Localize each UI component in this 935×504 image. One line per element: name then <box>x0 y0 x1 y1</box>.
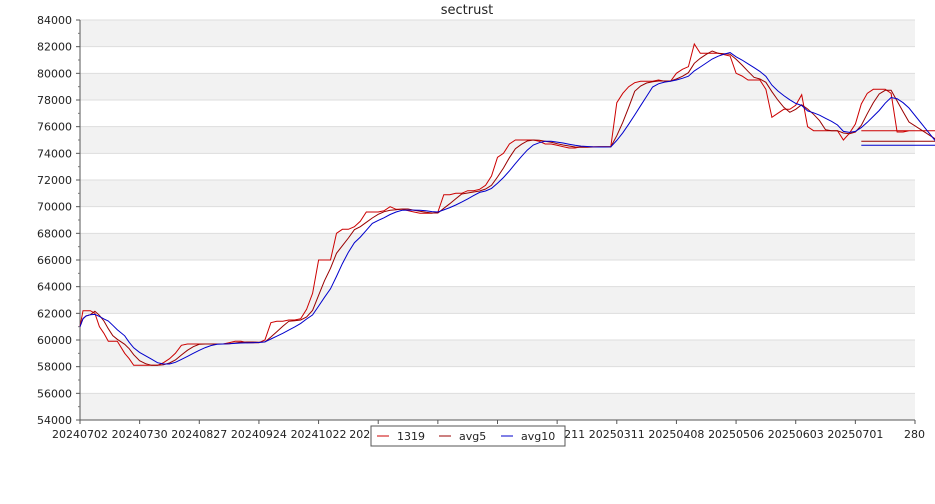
x-tick-label: 202 <box>349 428 370 441</box>
grid-band <box>80 366 915 394</box>
x-tick-label: 20250311 <box>589 428 645 441</box>
grid-band <box>80 180 915 207</box>
grid-band <box>80 393 915 420</box>
y-tick-label: 78000 <box>37 94 72 107</box>
y-tick-label: 76000 <box>37 121 72 134</box>
y-tick-label: 72000 <box>37 174 72 187</box>
y-tick-label: 58000 <box>37 361 72 374</box>
chart-grid <box>80 19 915 421</box>
grid-band <box>80 206 915 234</box>
legend: 1319 avg5 avg10 <box>370 425 566 447</box>
x-tick-label: 20241022 <box>291 428 347 441</box>
series-lines <box>79 42 935 366</box>
grid-band <box>80 286 915 314</box>
legend-box <box>370 425 566 447</box>
x-tick-label: 20240730 <box>112 428 168 441</box>
x-axis-ticks: 20240702 20240730 20240827 20240924 20241022… <box>52 420 925 441</box>
x-tick-label: 20240924 <box>231 428 287 441</box>
x-tick-label: 280 <box>904 428 925 441</box>
grid-band <box>80 46 915 74</box>
y-tick-label: 54000 <box>37 414 72 427</box>
series-line-avg5 <box>79 50 935 366</box>
y-tick-label: 66000 <box>37 254 72 267</box>
y-tick-label: 84000 <box>37 14 72 27</box>
y-tick-label: 68000 <box>37 227 72 240</box>
y-tick-label: 82000 <box>37 41 72 54</box>
grid-band <box>80 313 915 340</box>
x-tick-label: 20240702 <box>52 428 108 441</box>
y-tick-label: 70000 <box>37 201 72 214</box>
y-tick-label: 60000 <box>37 334 72 347</box>
legend-label: 1319 <box>397 430 425 443</box>
x-tick-label: 20250603 <box>768 428 824 441</box>
grid-band <box>80 100 915 127</box>
legend-label: avg10 <box>521 430 555 443</box>
y-axis-ticks: 54000 56000 58000 60000 62000 64000 66000 68000… <box>37 14 80 427</box>
x-tick-label: 20240827 <box>171 428 227 441</box>
y-tick-label: 80000 <box>37 67 72 80</box>
y-tick-label: 74000 <box>37 147 72 160</box>
x-tick-label: 211 <box>564 428 585 441</box>
y-tick-label: 56000 <box>37 387 72 400</box>
x-tick-label: 20250408 <box>648 428 704 441</box>
grid-band <box>80 126 915 154</box>
grid-band <box>80 233 915 260</box>
chart-title: sectrust <box>441 3 493 18</box>
legend-label: avg5 <box>459 430 486 443</box>
grid-band <box>80 20 915 47</box>
chart-bands <box>80 20 915 420</box>
x-tick-label: 20250506 <box>708 428 764 441</box>
y-tick-label: 62000 <box>37 307 72 320</box>
series-line-avg10 <box>79 52 935 365</box>
x-tick-label: 20250701 <box>827 428 883 441</box>
grid-band <box>80 73 915 100</box>
y-tick-label: 64000 <box>37 281 72 294</box>
grid-band <box>80 260 915 287</box>
